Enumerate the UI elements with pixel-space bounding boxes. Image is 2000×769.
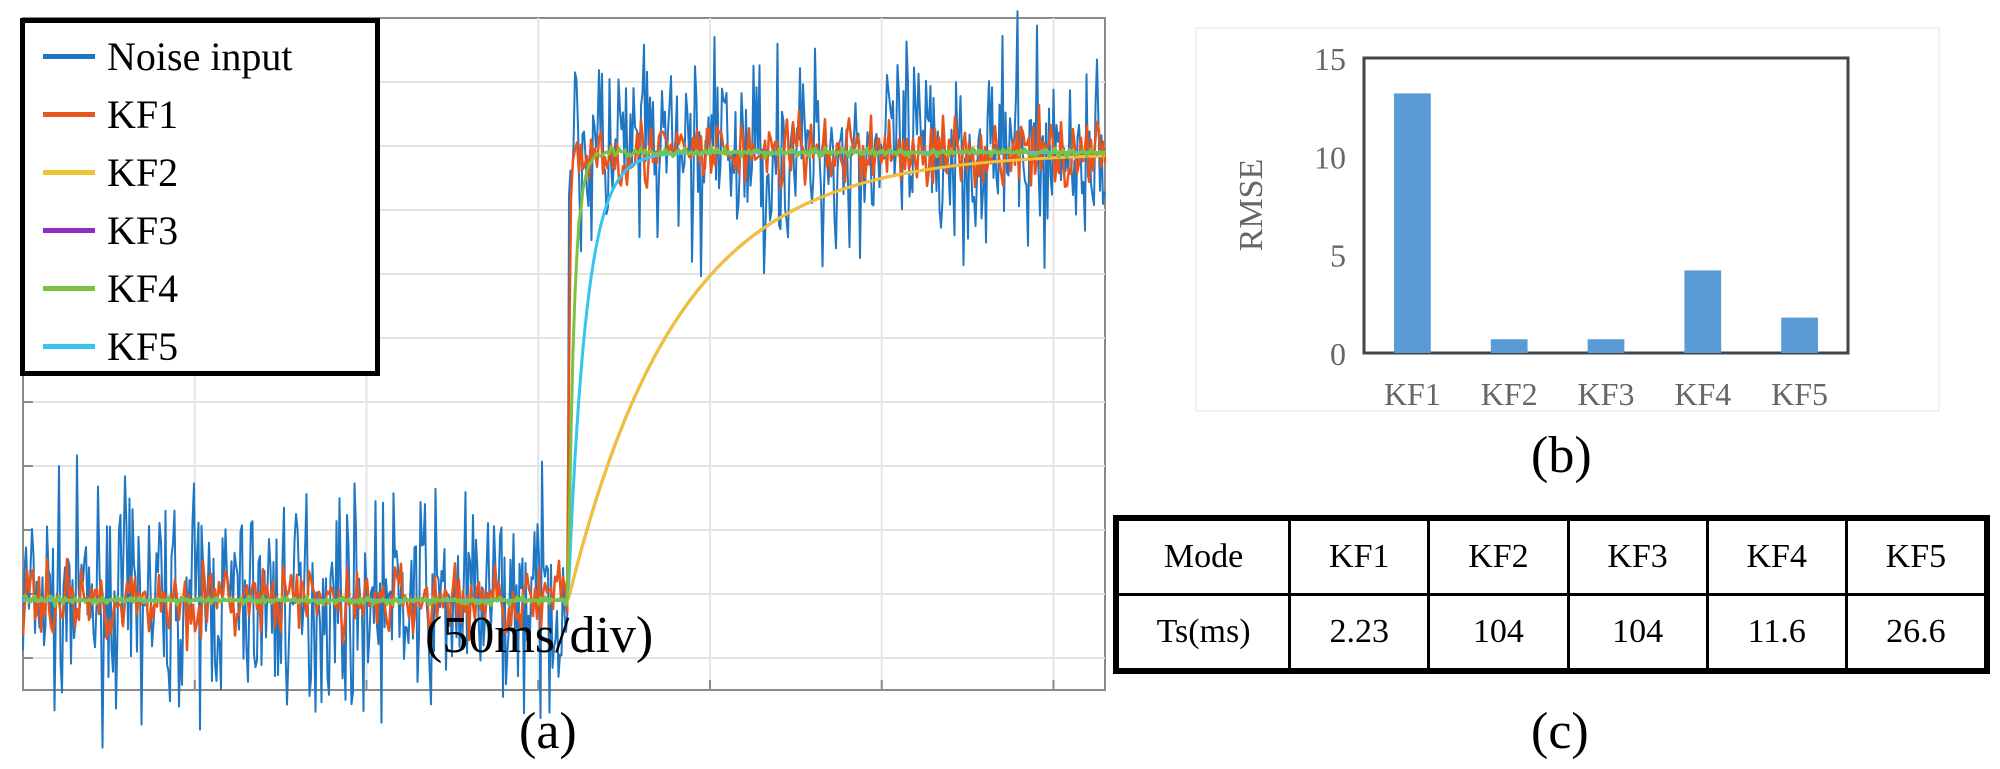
legend-swatch <box>43 286 95 291</box>
table-cell: KF3 <box>1566 516 1709 596</box>
legend-swatch <box>43 170 95 175</box>
legend-item: KF4 <box>25 259 375 319</box>
legend-swatch <box>43 228 95 233</box>
panel-b-ticks: 0 5 10 15 <box>1314 41 1346 372</box>
legend-item: KF3 <box>25 201 375 261</box>
table-cell: 104 <box>1566 593 1709 673</box>
legend-swatch <box>43 344 95 349</box>
table-cell: KF1 <box>1288 516 1431 596</box>
panel-a-traces <box>21 10 1107 749</box>
y-tick-label: 10 <box>1314 139 1346 175</box>
x-tick-label: KF5 <box>1771 376 1828 412</box>
series-line <box>21 103 1107 652</box>
legend: Noise input KF1 KF2 KF3 KF4 KF5 <box>20 18 380 376</box>
legend-label: KF4 <box>107 266 179 311</box>
x-tick-label: KF4 <box>1674 376 1731 412</box>
legend-item: KF5 <box>25 317 375 377</box>
y-tick-label: 0 <box>1330 336 1346 372</box>
table-cell: KF5 <box>1844 516 1989 596</box>
table-cell: 104 <box>1427 593 1570 673</box>
legend-item: KF1 <box>25 85 375 145</box>
legend-item: KF2 <box>25 143 375 203</box>
legend-label: KF5 <box>107 324 179 369</box>
settling-time-table: Mode KF1 KF2 KF3 KF4 KF5 Ts(ms) 2.23 104… <box>1113 515 1990 674</box>
legend-label: KF1 <box>107 92 179 137</box>
panel-b-bar-chart: 0 5 10 15 KF1 KF2 KF3 KF4 KF5 RMSE <box>1195 27 1940 412</box>
table-cell: Ts(ms) <box>1114 593 1292 673</box>
bar <box>1781 317 1818 353</box>
table-cell: Mode <box>1114 516 1292 596</box>
x-tick-label: KF2 <box>1481 376 1538 412</box>
panel-b-bars: KF1 KF2 KF3 KF4 KF5 <box>1384 93 1828 412</box>
bar <box>1684 270 1722 353</box>
legend-label: KF2 <box>107 150 179 195</box>
legend-swatch <box>43 112 95 117</box>
caption-a: (a) <box>519 703 577 760</box>
bar <box>1490 339 1528 353</box>
table-cell: 2.23 <box>1288 593 1431 673</box>
legend-item: Noise input <box>25 27 375 87</box>
series-line <box>21 145 1107 608</box>
legend-label: Noise input <box>107 34 293 79</box>
caption-b: (b) <box>1531 427 1592 484</box>
table-header-row: Mode KF1 KF2 KF3 KF4 KF5 <box>1114 516 1989 596</box>
table-cell: 11.6 <box>1705 593 1848 673</box>
caption-c: (c) <box>1531 703 1589 760</box>
y-tick-label: 5 <box>1330 238 1346 274</box>
table-cell: KF2 <box>1427 516 1570 596</box>
table-cell: 26.6 <box>1844 593 1989 673</box>
legend-label: KF3 <box>107 208 179 253</box>
time-scale-label: (50ms/div) <box>425 607 654 664</box>
bar <box>1394 93 1431 354</box>
bar <box>1587 339 1625 353</box>
legend-swatch <box>43 54 95 59</box>
y-tick-label: 15 <box>1314 41 1346 77</box>
y-axis-label: RMSE <box>1233 159 1270 252</box>
x-tick-label: KF3 <box>1578 376 1635 412</box>
x-tick-label: KF1 <box>1384 376 1441 412</box>
table-row: Ts(ms) 2.23 104 104 11.6 26.6 <box>1114 593 1989 673</box>
table-cell: KF4 <box>1705 516 1848 596</box>
